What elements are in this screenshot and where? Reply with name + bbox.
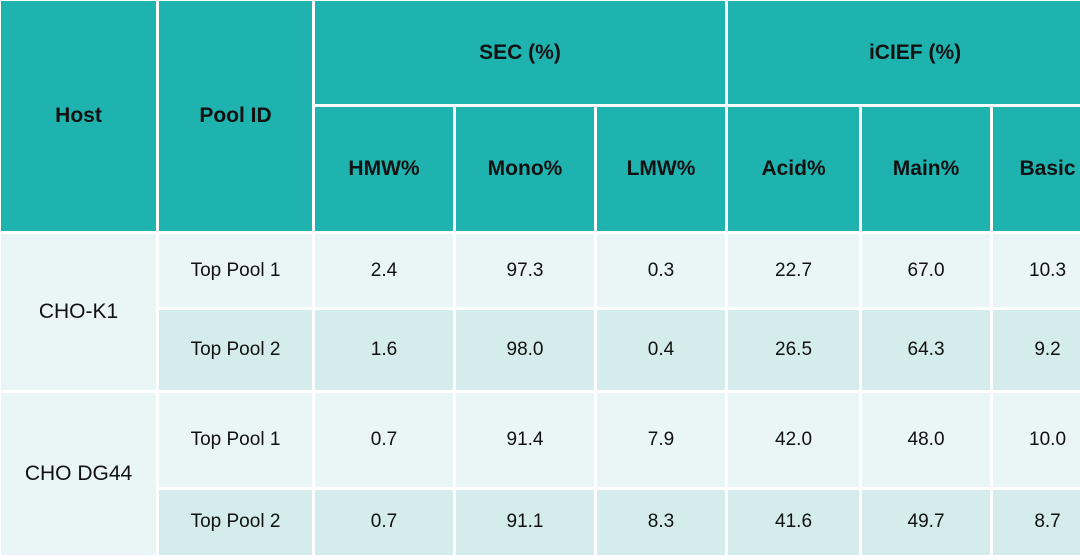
header-pool-id: Pool ID — [159, 1, 312, 231]
mono-cell: 91.4 — [456, 393, 594, 487]
header-mono: Mono% — [456, 107, 594, 231]
pool-id-cell: Top Pool 1 — [159, 393, 312, 487]
header-sec-group: SEC (%) — [315, 1, 726, 104]
basic-cell: 10.3 — [993, 234, 1080, 308]
host-cell-cho-k1: CHO-K1 — [1, 234, 156, 391]
pool-id-cell: Top Pool 1 — [159, 234, 312, 308]
main-cell: 48.0 — [862, 393, 991, 487]
header-host: Host — [1, 1, 156, 231]
lmw-cell: 0.4 — [597, 310, 726, 391]
mono-cell: 97.3 — [456, 234, 594, 308]
header-main: Main% — [862, 107, 991, 231]
lmw-cell: 8.3 — [597, 489, 726, 555]
main-cell: 67.0 — [862, 234, 991, 308]
header-basic: Basic — [993, 107, 1080, 231]
acid-cell: 42.0 — [728, 393, 860, 487]
pool-id-cell: Top Pool 2 — [159, 489, 312, 555]
mono-cell: 98.0 — [456, 310, 594, 391]
table-row: CHO-K1 Top Pool 1 2.4 97.3 0.3 22.7 67.0… — [1, 234, 1080, 391]
basic-cell: 9.2 — [993, 310, 1080, 391]
basic-cell: 10.0 — [993, 393, 1080, 487]
table-row: Top Pool 2 1.6 98.0 0.4 26.5 64.3 9.2 — [1, 310, 1080, 391]
acid-cell: 22.7 — [728, 234, 860, 308]
hmw-cell: 0.7 — [315, 393, 453, 487]
header-acid: Acid% — [728, 107, 860, 231]
mono-cell: 91.1 — [456, 489, 594, 555]
host-cell-cho-dg44: CHO DG44 — [1, 393, 156, 555]
main-cell: 64.3 — [862, 310, 991, 391]
header-hmw: HMW% — [315, 107, 453, 231]
hmw-cell: 0.7 — [315, 489, 453, 555]
main-cell: 49.7 — [862, 489, 991, 555]
lmw-cell: 7.9 — [597, 393, 726, 487]
basic-cell: 8.7 — [993, 489, 1080, 555]
header-icief-group: iCIEF (%) — [728, 1, 1080, 104]
table-row: CHO DG44 Top Pool 1 0.7 91.4 7.9 42.0 48… — [1, 393, 1080, 555]
table-row: Top Pool 2 0.7 91.1 8.3 41.6 49.7 8.7 — [1, 489, 1080, 555]
acid-cell: 26.5 — [728, 310, 860, 391]
acid-cell: 41.6 — [728, 489, 860, 555]
hmw-cell: 2.4 — [315, 234, 453, 308]
pool-id-cell: Top Pool 2 — [159, 310, 312, 391]
hmw-cell: 1.6 — [315, 310, 453, 391]
lmw-cell: 0.3 — [597, 234, 726, 308]
header-lmw: LMW% — [597, 107, 726, 231]
